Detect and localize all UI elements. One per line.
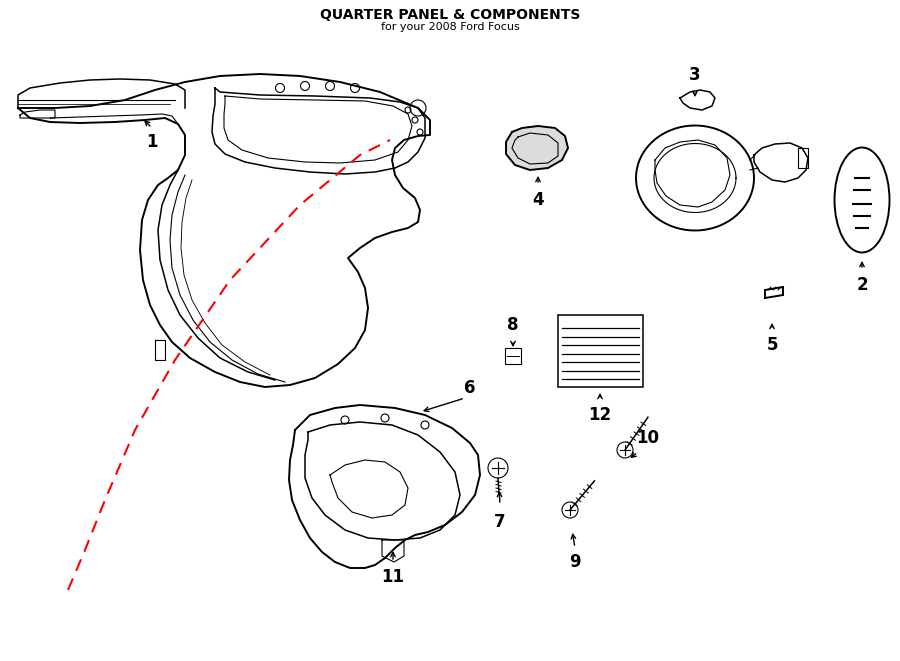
- Text: 1: 1: [146, 133, 158, 151]
- FancyBboxPatch shape: [505, 348, 521, 364]
- Text: 12: 12: [589, 406, 612, 424]
- Text: 11: 11: [382, 568, 404, 586]
- Text: 4: 4: [532, 191, 544, 209]
- Text: 7: 7: [494, 513, 506, 531]
- Text: 3: 3: [689, 66, 701, 84]
- FancyBboxPatch shape: [558, 315, 643, 387]
- Text: 2: 2: [856, 276, 868, 294]
- Text: 6: 6: [464, 379, 476, 397]
- Text: 8: 8: [508, 316, 518, 334]
- Text: 9: 9: [569, 553, 580, 571]
- Text: QUARTER PANEL & COMPONENTS: QUARTER PANEL & COMPONENTS: [320, 8, 580, 22]
- Text: 10: 10: [636, 429, 660, 447]
- Polygon shape: [506, 126, 568, 170]
- Text: for your 2008 Ford Focus: for your 2008 Ford Focus: [381, 22, 519, 32]
- Text: 5: 5: [766, 336, 778, 354]
- Ellipse shape: [834, 147, 889, 253]
